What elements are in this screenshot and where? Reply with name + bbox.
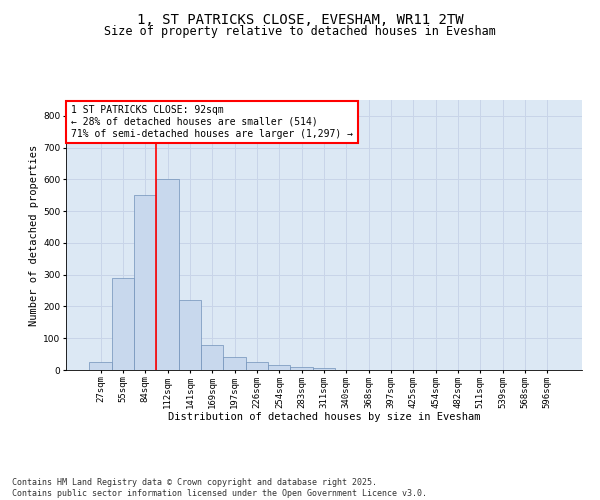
Text: 1 ST PATRICKS CLOSE: 92sqm
← 28% of detached houses are smaller (514)
71% of sem: 1 ST PATRICKS CLOSE: 92sqm ← 28% of deta… xyxy=(71,106,353,138)
X-axis label: Distribution of detached houses by size in Evesham: Distribution of detached houses by size … xyxy=(168,412,480,422)
Text: Contains HM Land Registry data © Crown copyright and database right 2025.
Contai: Contains HM Land Registry data © Crown c… xyxy=(12,478,427,498)
Bar xyxy=(179,300,201,370)
Bar xyxy=(313,368,335,370)
Bar xyxy=(246,362,268,370)
Bar xyxy=(201,344,223,370)
Bar xyxy=(134,196,157,370)
Bar xyxy=(89,362,112,370)
Bar xyxy=(112,278,134,370)
Bar xyxy=(290,367,313,370)
Text: Size of property relative to detached houses in Evesham: Size of property relative to detached ho… xyxy=(104,25,496,38)
Text: 1, ST PATRICKS CLOSE, EVESHAM, WR11 2TW: 1, ST PATRICKS CLOSE, EVESHAM, WR11 2TW xyxy=(137,12,463,26)
Bar xyxy=(157,180,179,370)
Y-axis label: Number of detached properties: Number of detached properties xyxy=(29,144,39,326)
Bar xyxy=(223,358,246,370)
Bar xyxy=(268,365,290,370)
